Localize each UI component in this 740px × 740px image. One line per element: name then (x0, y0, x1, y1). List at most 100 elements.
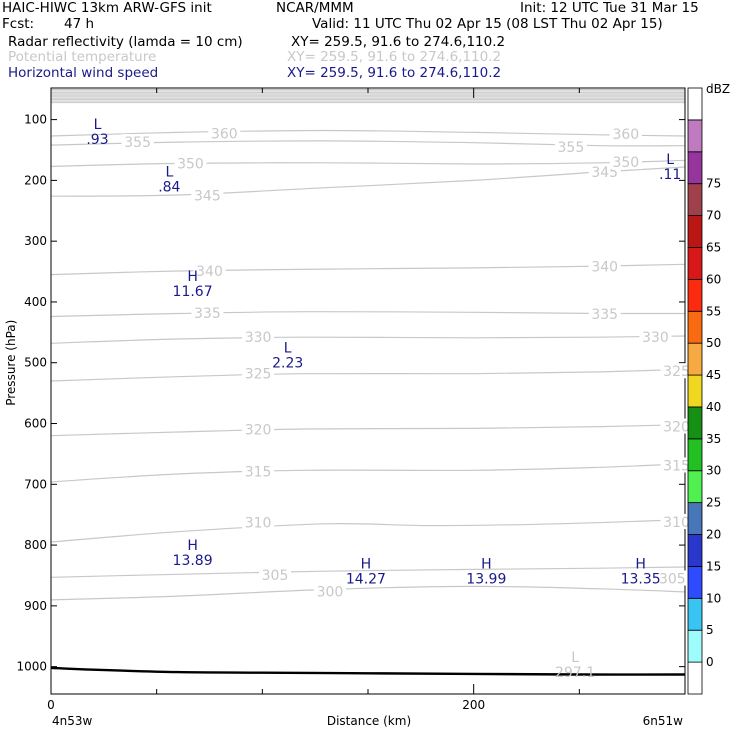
isentrope-325 (50, 368, 686, 382)
colorbar-swatch (687, 502, 703, 535)
colorbar-swatch (687, 661, 703, 695)
forecast-label: Fcst: (2, 16, 35, 32)
y-tick-label-1000: 1000 (16, 660, 47, 674)
isentrope-label-bg (242, 421, 275, 437)
isentrope-label-325: 325 (245, 367, 272, 383)
isentrope-label-bg (609, 126, 642, 142)
colorbar-swatch (687, 247, 703, 280)
colorbar-swatch (687, 310, 703, 344)
isentrope-label-315: 315 (663, 458, 690, 474)
colorbar-swatch (687, 87, 703, 121)
x-tick-label-0: 0 (47, 698, 55, 712)
isentrope-label-bg (660, 418, 693, 434)
isentrope-350 (50, 159, 686, 167)
field-name-theta: Potential temperature (8, 49, 157, 65)
y-tick-label-200: 200 (24, 173, 47, 187)
colorbar-level-45: 45 (706, 368, 721, 382)
colorbar-level-50: 50 (706, 336, 721, 350)
isentrope-305 (50, 566, 686, 578)
field-name-wind: Horizontal wind speed (8, 65, 159, 81)
colorbar-level-75: 75 (706, 177, 721, 191)
isentrope-360 (50, 129, 686, 137)
isentrope-330 (50, 335, 686, 344)
valid-time: Valid: 11 UTC Thu 02 Apr 15 (08 LST Thu … (312, 16, 663, 32)
field-name-reflectivity: Radar reflectivity (lamda = 10 cm) (8, 34, 243, 50)
wind-extremum-h-value: 13.35 (621, 571, 661, 587)
y-tick-label-900: 900 (24, 599, 47, 613)
wind-extremum-l-value: .84 (158, 179, 180, 195)
wind-extremum-h-marker: H (635, 556, 646, 572)
isentrope-label-305: 305 (262, 568, 289, 584)
theta-extremum-l-marker: L (571, 650, 579, 666)
x-axis-label: Distance (km) (327, 714, 411, 728)
isentrope-label-bg (121, 134, 154, 150)
model-title: HAIC-HIWC 13km ARW-GFS init (2, 0, 212, 16)
isentrope-label-bg (588, 258, 621, 274)
colorbar-swatch (687, 119, 703, 153)
wind-extremum-l-marker: L (165, 164, 173, 180)
wind-extremum-l-marker: L (284, 341, 292, 357)
colorbar-swatch (687, 374, 703, 408)
isentrope-310 (50, 519, 686, 543)
x-endpoint-left: 4n53w (52, 714, 93, 728)
wind-extremum-h-marker: H (187, 538, 198, 554)
isentrope-label-bg (242, 514, 275, 530)
axes: 100 200 300 400 500 600 700 800 900 1000 Pressure … (4, 87, 686, 728)
y-tick-label-600: 600 (24, 417, 47, 431)
wind-extremum-l-marker: L (94, 117, 102, 133)
colorbar-swatch (687, 438, 703, 472)
colorbar-swatch (687, 183, 703, 216)
isentrope-label-bg (313, 583, 346, 599)
terrain (50, 666, 686, 676)
colorbar-swatch (687, 215, 703, 248)
y-tick-label-500: 500 (24, 356, 47, 370)
colorbar-swatch (687, 342, 703, 376)
wind-extremum-h-value: 13.89 (173, 553, 213, 569)
isentrope-label-310: 310 (663, 515, 690, 531)
colorbar-level-10: 10 (706, 591, 721, 605)
colorbar-level-55: 55 (706, 304, 721, 318)
isentrope-label-335: 335 (194, 306, 221, 322)
field-xy-theta: XY= 259.5, 91.6 to 274.6,110.2 (287, 49, 502, 65)
terrain-line (50, 666, 686, 676)
isentrope-label-bg (242, 329, 275, 345)
wind-extremum-l-value: .93 (86, 132, 108, 148)
wind-extremum-h-marker: H (361, 556, 372, 572)
init-time: Init: 12 UTC Tue 31 Mar 15 (520, 0, 699, 16)
contour-labels: 300 305 305 310 310 315 315 320 320 325 325 330 330 3… (121, 125, 693, 600)
isentrope-label-355: 355 (558, 140, 585, 156)
field-xy-wind: XY= 259.5, 91.6 to 274.6,110.2 (287, 65, 502, 81)
y-tick-label-700: 700 (24, 477, 47, 491)
org-label: NCAR/MMM (276, 0, 354, 16)
isentrope-label-bg (660, 363, 693, 379)
isentrope-label-360: 360 (612, 127, 639, 143)
isentrope-label-bg (174, 155, 207, 171)
colorbar-swatch (687, 278, 703, 312)
isentrope-label-bg (259, 566, 292, 582)
wind-extremum-h-value: 11.67 (173, 284, 213, 300)
colorbar-level-70: 70 (706, 209, 721, 223)
colorbar-swatch (687, 151, 703, 185)
isentrope-label-320: 320 (245, 423, 272, 439)
colorbar-level-30: 30 (706, 464, 721, 478)
colorbar-swatch (687, 534, 703, 567)
colorbar-level-65: 65 (706, 240, 721, 254)
isentrope-label-bg (656, 570, 689, 586)
colorbar-swatch (687, 566, 703, 599)
isentrope-label-bg (554, 138, 587, 154)
colorbar-level-0: 0 (706, 655, 714, 669)
wind-extremum-h-marker: H (187, 269, 198, 285)
colorbar-level-40: 40 (706, 400, 721, 414)
isentropes (50, 129, 686, 601)
isentrope-label-340: 340 (196, 264, 223, 280)
colorbar: 0 5 10 15 20 25 30 35 40 45 50 55 60 65 70 75 dBZ (687, 82, 730, 695)
isentrope-label-bg (660, 513, 693, 529)
theta-extremum-l-value: 297.1 (555, 665, 595, 681)
isentrope-label-335: 335 (591, 307, 618, 323)
y-axis-label: Pressure (hPa) (4, 320, 18, 406)
colorbar-level-25: 25 (706, 496, 721, 510)
isentrope-300 (50, 585, 686, 601)
y-tick-label-800: 800 (24, 538, 47, 552)
isentrope-label-325: 325 (663, 364, 690, 380)
